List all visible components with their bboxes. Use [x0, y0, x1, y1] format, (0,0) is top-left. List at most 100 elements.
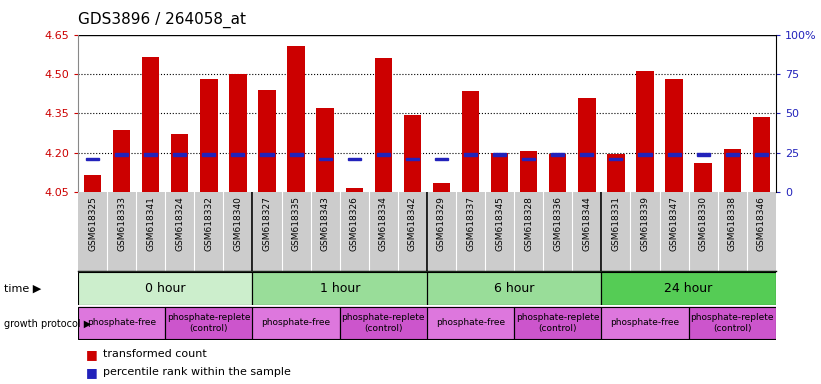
Text: GSM618342: GSM618342 — [408, 196, 417, 251]
Bar — [113, 130, 131, 192]
Bar — [86, 158, 99, 160]
Bar — [636, 71, 654, 192]
Bar — [753, 117, 770, 192]
Text: 0 hour: 0 hour — [145, 282, 186, 295]
Text: GSM618324: GSM618324 — [175, 196, 184, 251]
Text: GSM618326: GSM618326 — [350, 196, 359, 251]
Text: GSM618339: GSM618339 — [640, 196, 649, 251]
Text: GSM618341: GSM618341 — [146, 196, 155, 251]
Bar — [229, 74, 246, 192]
Bar — [319, 158, 332, 160]
Text: phosphate-free: phosphate-free — [436, 318, 505, 328]
Bar — [340, 307, 427, 339]
Text: GSM618331: GSM618331 — [612, 196, 621, 251]
Text: transformed count: transformed count — [103, 349, 206, 359]
Bar — [580, 154, 594, 156]
Bar — [406, 158, 419, 160]
Bar — [173, 154, 186, 156]
Bar — [433, 183, 450, 192]
Text: phosphate-replete
(control): phosphate-replete (control) — [167, 313, 250, 333]
Bar — [202, 154, 215, 156]
Text: GDS3896 / 264058_at: GDS3896 / 264058_at — [78, 12, 246, 28]
Bar — [726, 154, 739, 156]
Text: GSM618327: GSM618327 — [263, 196, 272, 251]
Bar — [115, 154, 128, 156]
Bar — [165, 307, 253, 339]
Text: GSM618325: GSM618325 — [88, 196, 97, 251]
Bar — [522, 158, 535, 160]
Text: phosphate-free: phosphate-free — [87, 318, 156, 328]
Text: GSM618336: GSM618336 — [553, 196, 562, 251]
Text: phosphate-free: phosphate-free — [611, 318, 680, 328]
Bar — [461, 91, 479, 192]
Bar — [609, 158, 622, 160]
Bar — [316, 108, 334, 192]
Bar — [232, 154, 245, 156]
Bar — [260, 154, 273, 156]
Text: ■: ■ — [86, 348, 98, 361]
Bar — [347, 158, 360, 160]
Text: GSM618328: GSM618328 — [524, 196, 533, 251]
Bar — [493, 154, 507, 156]
Text: time ▶: time ▶ — [4, 284, 41, 294]
Bar — [404, 114, 421, 192]
Bar — [665, 79, 683, 192]
Text: GSM618337: GSM618337 — [466, 196, 475, 251]
Bar — [667, 154, 681, 156]
Text: 24 hour: 24 hour — [664, 282, 713, 295]
Text: GSM618329: GSM618329 — [437, 196, 446, 251]
Text: phosphate-replete
(control): phosphate-replete (control) — [690, 313, 774, 333]
Bar — [144, 154, 158, 156]
Bar — [639, 154, 652, 156]
Text: GSM618330: GSM618330 — [699, 196, 708, 251]
Bar — [171, 134, 189, 192]
Bar — [514, 307, 601, 339]
Bar — [754, 154, 768, 156]
Bar — [551, 154, 564, 156]
Bar — [464, 154, 477, 156]
Bar — [601, 272, 776, 305]
Bar — [696, 154, 709, 156]
Text: phosphate-replete
(control): phosphate-replete (control) — [516, 313, 599, 333]
Text: GSM618344: GSM618344 — [582, 196, 591, 251]
Text: percentile rank within the sample: percentile rank within the sample — [103, 367, 291, 377]
Bar — [608, 154, 625, 192]
Text: GSM618346: GSM618346 — [757, 196, 766, 251]
Text: GSM618340: GSM618340 — [233, 196, 242, 251]
Bar — [520, 151, 538, 192]
Text: GSM618345: GSM618345 — [495, 196, 504, 251]
Bar — [84, 175, 101, 192]
Bar — [78, 307, 165, 339]
Text: ■: ■ — [86, 366, 98, 379]
Bar — [491, 152, 508, 192]
Bar — [578, 98, 595, 192]
Bar — [427, 272, 601, 305]
Text: GSM618335: GSM618335 — [291, 196, 300, 251]
Bar — [723, 149, 741, 192]
Bar — [601, 307, 689, 339]
Text: GSM618347: GSM618347 — [670, 196, 679, 251]
Text: growth protocol ▶: growth protocol ▶ — [4, 319, 91, 329]
Text: phosphate-replete
(control): phosphate-replete (control) — [342, 313, 425, 333]
Bar — [259, 90, 276, 192]
Bar — [253, 272, 427, 305]
Text: GSM618338: GSM618338 — [727, 196, 736, 251]
Text: GSM618334: GSM618334 — [378, 196, 388, 251]
Bar — [689, 307, 776, 339]
Text: 6 hour: 6 hour — [494, 282, 534, 295]
Bar — [346, 188, 363, 192]
Bar — [549, 154, 566, 192]
Bar — [374, 58, 392, 192]
Bar — [78, 272, 253, 305]
Bar — [290, 154, 303, 156]
Bar — [695, 163, 712, 192]
Text: 1 hour: 1 hour — [319, 282, 360, 295]
Bar — [287, 46, 305, 192]
Bar — [377, 154, 390, 156]
Text: GSM618343: GSM618343 — [321, 196, 330, 251]
Bar — [142, 57, 159, 192]
Text: phosphate-free: phosphate-free — [262, 318, 331, 328]
Bar — [200, 79, 218, 192]
Bar — [427, 307, 514, 339]
Text: GSM618333: GSM618333 — [117, 196, 126, 251]
